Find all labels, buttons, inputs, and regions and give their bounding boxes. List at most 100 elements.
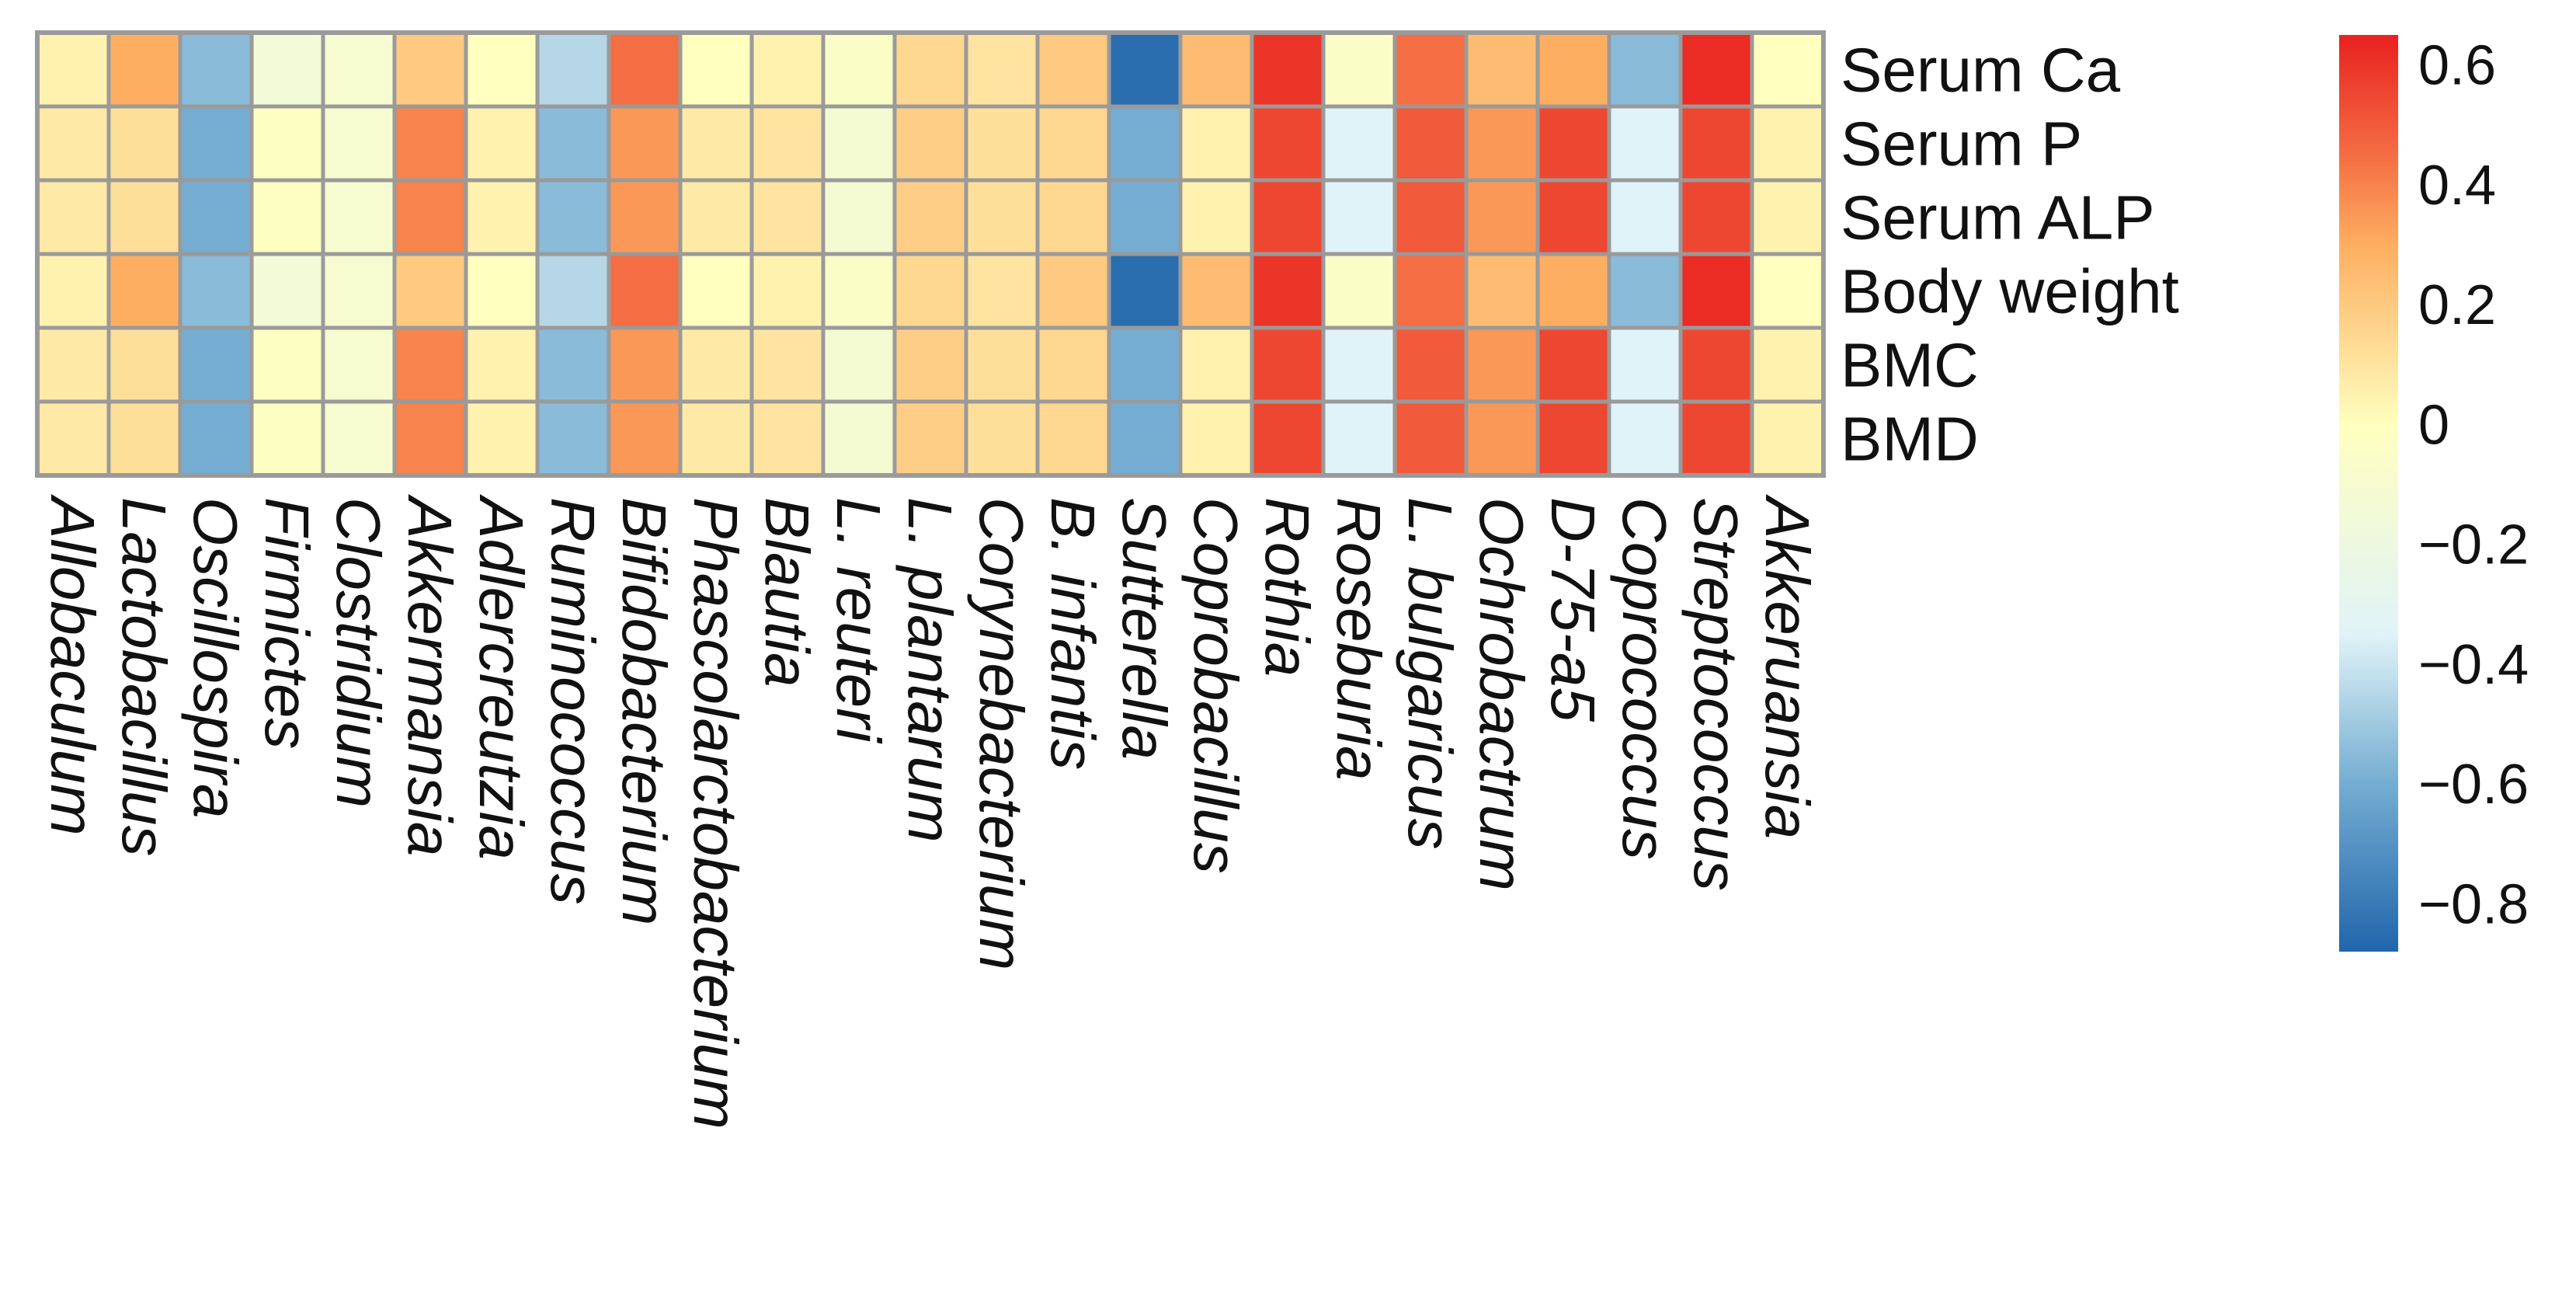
heatmap-cell <box>1178 252 1254 330</box>
heatmap-cell <box>821 30 897 109</box>
heatmap-cell <box>1535 399 1611 478</box>
heatmap-cell <box>1392 178 1469 256</box>
heatmap-cell <box>1535 325 1611 404</box>
heatmap-cell <box>178 399 254 478</box>
heatmap-cell <box>249 30 325 109</box>
heatmap-cell <box>1464 30 1540 109</box>
heatmap-cell <box>821 325 897 404</box>
heatmap-cell <box>106 399 183 478</box>
row-label: BMC <box>1841 331 1979 400</box>
column-label: Akkeruansia <box>1753 494 1822 839</box>
column-label: D-75-a5 <box>1538 497 1608 722</box>
colorbar-tick-label: 0 <box>2418 394 2449 456</box>
column-label: Coprobacillus <box>1181 497 1250 874</box>
colorbar: 0.6 0.4 0.2 0 −0.2 −0.4 −0.6 −0.8 <box>2339 35 2529 952</box>
heatmap-cell <box>392 325 468 404</box>
heatmap-cell <box>1250 399 1326 478</box>
heatmap-cell <box>1035 104 1111 183</box>
heatmap-cell <box>1392 399 1469 478</box>
column-label: Rothia <box>1253 497 1322 677</box>
heatmap-cell <box>892 252 968 330</box>
heatmap-cell <box>607 252 683 330</box>
column-label: Corynebacterium <box>967 497 1036 970</box>
column-label: Sutterella <box>1110 497 1179 760</box>
heatmap-cell <box>607 399 683 478</box>
heatmap-cell <box>1750 252 1826 330</box>
colorbar-tick-label: 0.2 <box>2418 274 2496 336</box>
column-label: Ruminococcus <box>538 497 607 905</box>
column-labels: Allobaculum Lactobacillus Oscillospira Firm… <box>38 494 1822 1130</box>
heatmap-cell <box>392 30 468 109</box>
heatmap-cell <box>535 252 611 330</box>
heatmap-cell <box>964 325 1040 404</box>
heatmap-cell <box>821 252 897 330</box>
heatmap-cell <box>1678 104 1754 183</box>
column-label: L. reuteri <box>824 497 893 744</box>
heatmap-cell <box>1250 178 1326 256</box>
heatmap-cell <box>1321 399 1397 478</box>
colorbar-tick-label: −0.6 <box>2418 754 2529 816</box>
heatmap-cell <box>1607 104 1683 183</box>
heatmap-cell <box>678 399 754 478</box>
heatmap-cell <box>1607 325 1683 404</box>
heatmap-cell <box>392 178 468 256</box>
heatmap-cell <box>1178 325 1254 404</box>
heatmap-cell <box>892 30 968 109</box>
heatmap-cell <box>964 30 1040 109</box>
column-label: Phascolarctobacterium <box>681 497 750 1130</box>
heatmap-cell <box>892 178 968 256</box>
heatmap-cell <box>106 252 183 330</box>
heatmap-cell <box>249 399 325 478</box>
heatmap-cell <box>1464 325 1540 404</box>
heatmap-cell <box>1392 325 1469 404</box>
heatmap-cell <box>1750 30 1826 109</box>
heatmap-cell <box>678 325 754 404</box>
heatmap-cell <box>1607 252 1683 330</box>
heatmap-cell <box>1535 178 1611 256</box>
heatmap-cell <box>1107 30 1183 109</box>
heatmap-cell <box>1392 30 1469 109</box>
heatmap-cell <box>1035 252 1111 330</box>
heatmap-cell <box>821 178 897 256</box>
heatmap-cell <box>1678 325 1754 404</box>
heatmap-cell <box>1250 325 1326 404</box>
heatmap-cell <box>464 252 540 330</box>
row-label: Serum ALP <box>1841 183 2155 252</box>
heatmap-cell <box>464 399 540 478</box>
column-label: Bifidobacterium <box>610 497 679 925</box>
heatmap-cell <box>1392 252 1469 330</box>
heatmap-cell <box>1464 399 1540 478</box>
heatmap-cell <box>749 325 826 404</box>
heatmap-cell <box>321 178 397 256</box>
column-label: Coprococcus <box>1610 497 1679 860</box>
heatmap-cell <box>1535 104 1611 183</box>
heatmap-cell <box>1392 104 1469 183</box>
heatmap-cell <box>1321 178 1397 256</box>
colorbar-tick-label: −0.4 <box>2418 634 2529 696</box>
heatmap-cell <box>678 178 754 256</box>
heatmap-cell <box>607 30 683 109</box>
heatmap-cell <box>1107 178 1183 256</box>
heatmap-cell <box>892 399 968 478</box>
heatmap-cell <box>535 104 611 183</box>
column-label: Lactobacillus <box>110 497 179 857</box>
heatmap-cell <box>178 104 254 183</box>
heatmap-cell <box>249 178 325 256</box>
column-label: Adlercreutzia <box>467 494 536 860</box>
heatmap-cell <box>178 325 254 404</box>
heatmap-cell <box>821 399 897 478</box>
heatmap-cell <box>1321 104 1397 183</box>
column-label: Blautia <box>753 497 822 688</box>
heatmap-cell <box>1464 252 1540 330</box>
heatmap-cell <box>892 325 968 404</box>
heatmap-cell <box>106 104 183 183</box>
heatmap-cell <box>1750 325 1826 404</box>
heatmap-cell <box>1750 178 1826 256</box>
heatmap-cell <box>1535 252 1611 330</box>
heatmap-cell <box>106 325 183 404</box>
heatmap-cell <box>178 30 254 109</box>
heatmap-cell <box>535 399 611 478</box>
heatmap-cell <box>392 399 468 478</box>
